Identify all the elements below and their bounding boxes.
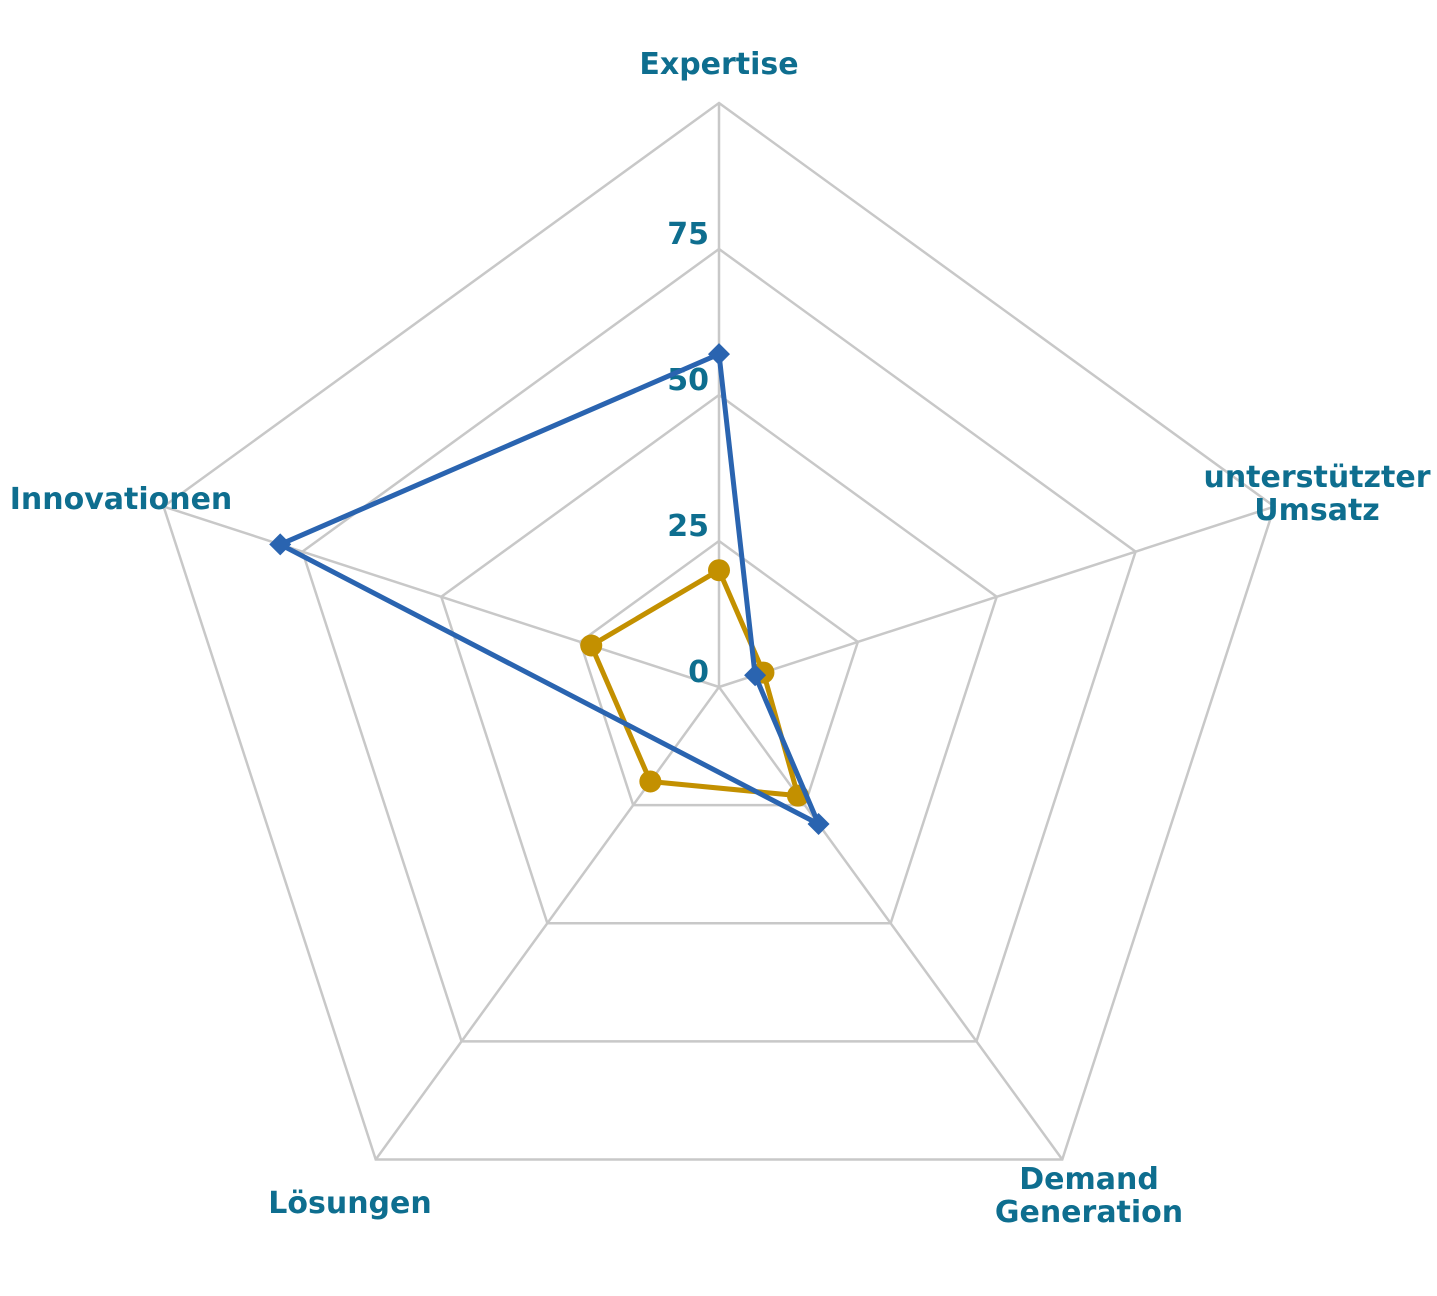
category-label-line: unterstützter — [1203, 460, 1430, 495]
grid-ring — [162, 101, 1276, 1161]
grid-ring — [300, 247, 1138, 1043]
series-1 — [580, 559, 809, 807]
grid-spoke — [717, 686, 1064, 1161]
category-labels: Expertise unterstützter Umsatz Demand Genera… — [10, 47, 1431, 1230]
grid-spoke — [718, 505, 1275, 689]
tick-label: 25 — [667, 509, 709, 544]
data-point — [580, 634, 603, 657]
category-label-line: Innovationen — [10, 482, 233, 517]
tick-label: 75 — [667, 217, 709, 252]
category-label: Lösungen — [268, 1186, 431, 1221]
category-label-line: Umsatz — [1254, 493, 1380, 528]
data-point — [708, 343, 730, 366]
category-label: Innovationen — [10, 482, 233, 517]
series-0 — [269, 343, 830, 836]
series-layer — [269, 343, 830, 836]
category-label-line: Generation — [995, 1195, 1183, 1230]
category-label: unterstützter Umsatz — [1203, 460, 1430, 528]
grid-ring — [439, 393, 999, 925]
category-label-line: Demand — [1019, 1162, 1159, 1197]
data-point — [807, 813, 830, 836]
radar-grid — [162, 101, 1276, 1161]
data-point — [269, 533, 292, 556]
tick-label: 0 — [688, 655, 709, 690]
series-line — [588, 567, 801, 799]
grid-spoke — [163, 505, 720, 689]
series-line — [277, 351, 822, 827]
data-point — [744, 664, 767, 687]
grid-ring — [578, 539, 860, 807]
grid-spoke — [374, 686, 721, 1161]
category-label: Expertise — [639, 47, 798, 82]
category-label-line: Lösungen — [268, 1186, 431, 1221]
data-point — [639, 770, 662, 793]
category-label-line: Expertise — [639, 47, 798, 82]
category-label: Demand Generation — [995, 1162, 1183, 1230]
data-point — [708, 559, 730, 582]
